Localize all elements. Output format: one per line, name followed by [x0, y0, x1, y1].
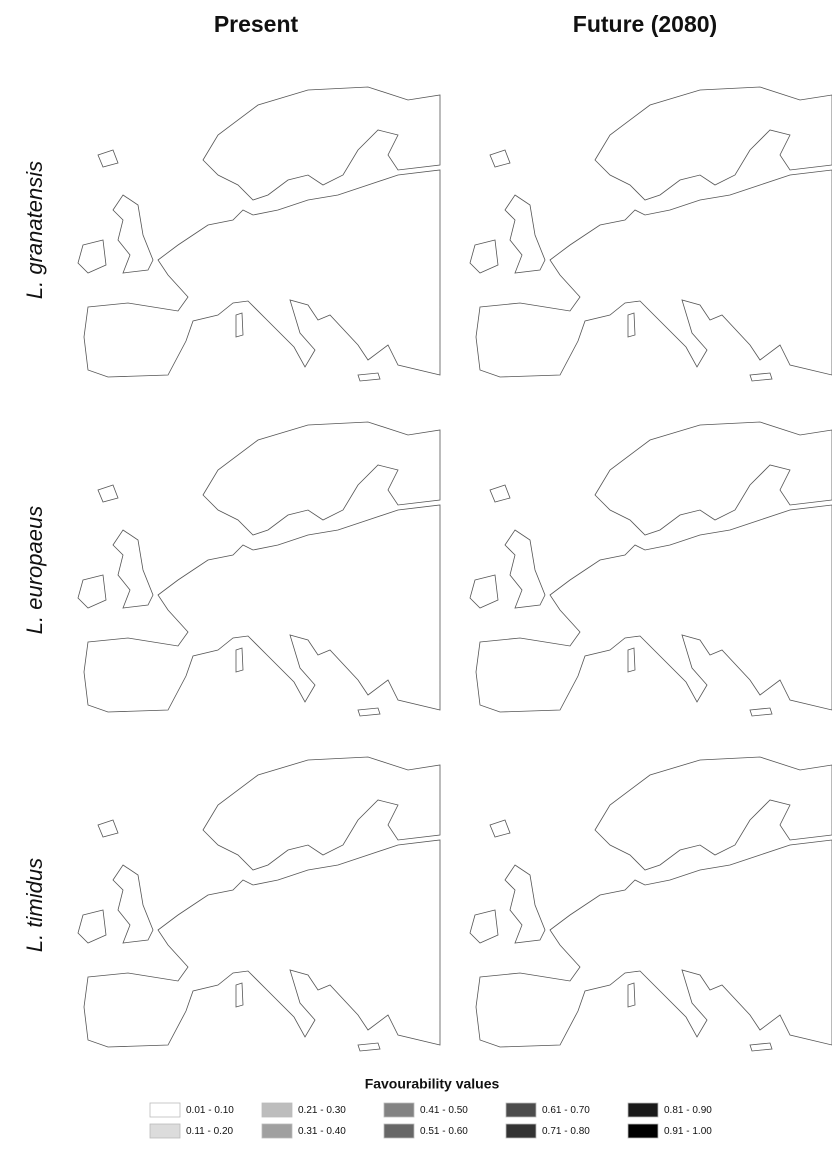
legend-label: 0.81 - 0.90 [664, 1105, 712, 1116]
legend-label: 0.31 - 0.40 [298, 1126, 346, 1137]
legend-label: 0.91 - 1.00 [664, 1126, 712, 1137]
legend-swatch [262, 1124, 292, 1138]
legend-swatch [150, 1124, 180, 1138]
legend-label: 0.41 - 0.50 [420, 1105, 468, 1116]
column-title: Future (2080) [573, 11, 717, 37]
legend-swatch [150, 1103, 180, 1117]
legend-swatch [506, 1124, 536, 1138]
map-panel [68, 410, 440, 720]
map-panel [460, 87, 832, 381]
legend-label: 0.61 - 0.70 [542, 1105, 590, 1116]
map-panel [460, 745, 832, 1051]
legend-label: 0.01 - 0.10 [186, 1105, 234, 1116]
legend-label: 0.21 - 0.30 [298, 1105, 346, 1116]
legend-swatch [628, 1124, 658, 1138]
legend-swatch [262, 1103, 292, 1117]
legend-title: Favourability values [365, 1076, 500, 1092]
row-label: L. granatensis [22, 161, 47, 299]
legend-label: 0.51 - 0.60 [420, 1126, 468, 1137]
column-title: Present [214, 11, 299, 37]
legend-label: 0.71 - 0.80 [542, 1126, 590, 1137]
legend-swatch [628, 1103, 658, 1117]
map-panel [68, 87, 440, 381]
figure: Present Future (2080) L. granatensis L. … [0, 0, 832, 1152]
legend-swatch [384, 1103, 414, 1117]
legend-swatch [384, 1124, 414, 1138]
map-panel [68, 745, 440, 1051]
row-label: L. timidus [22, 858, 47, 952]
legend: 0.01 - 0.10 0.11 - 0.20 0.21 - 0.30 0.31 - … [150, 1103, 712, 1138]
legend-swatch [506, 1103, 536, 1117]
legend-label: 0.11 - 0.20 [186, 1126, 234, 1137]
row-label: L. europaeus [22, 506, 47, 634]
map-panel [460, 410, 832, 720]
